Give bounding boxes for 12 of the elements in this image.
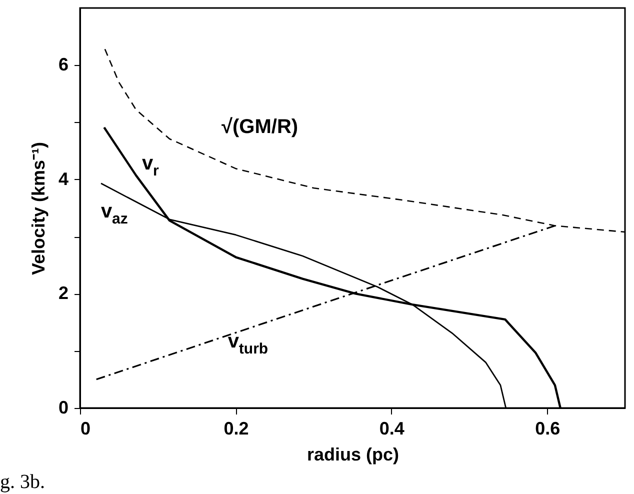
y-tick-label: 0 <box>58 398 68 418</box>
y-tick-label: 2 <box>58 283 68 304</box>
text: g. 3b. <box>0 471 45 493</box>
y-tick-label: 6 <box>58 54 68 75</box>
x-axis-title: radius (pc) <box>306 444 400 464</box>
x-tick-label: 0 <box>80 418 91 438</box>
series-label: √(GM/R) <box>222 116 298 138</box>
y-tick-label: 4 <box>58 168 68 189</box>
x-tick-label: 0.6 <box>535 418 560 438</box>
y-axis-title: Velocity (kms⁻¹) <box>28 142 48 276</box>
x-tick-label: 0.4 <box>379 418 404 438</box>
x-tick-label: 0.2 <box>224 418 249 438</box>
